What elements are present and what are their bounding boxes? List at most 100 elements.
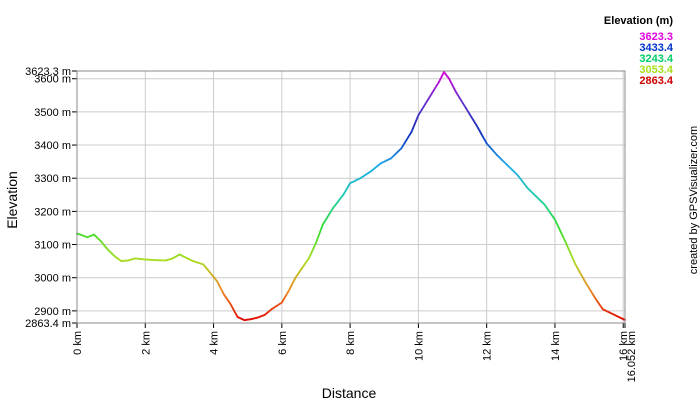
x-tick-label: 4 km [209, 331, 221, 355]
x-tick-label: 8 km [345, 331, 357, 355]
data-point [526, 187, 529, 190]
x-tick-label: 2 km [140, 331, 152, 355]
data-point [127, 259, 130, 262]
data-point [192, 260, 194, 263]
data-point [308, 256, 311, 259]
data-point [321, 223, 324, 226]
y-tick-label: 3623.3 m [25, 66, 71, 78]
data-point [564, 240, 567, 243]
data-point [342, 193, 345, 196]
data-point [601, 308, 604, 311]
data-point [506, 164, 509, 166]
data-point [315, 241, 317, 244]
y-tick-label: 3600 m [34, 74, 71, 86]
x-tick-label: 14 km [550, 331, 562, 361]
legend-entry: 3433.4 [639, 42, 674, 54]
data-point [294, 276, 297, 279]
legend-entry: 2863.4 [639, 75, 674, 87]
data-point [257, 316, 259, 319]
x-tick-label: 16 km [618, 331, 630, 361]
data-point [465, 107, 468, 110]
data-point [154, 259, 157, 262]
x-axis-ticks: 0 km 2 km 4 km 6 km 8 km 10 km 12 km 14 km 16 km… [72, 323, 638, 382]
data-point [390, 157, 392, 160]
data-point [134, 257, 136, 260]
data-point [485, 142, 488, 145]
y-tick-label: 2900 m [34, 306, 71, 318]
y-axis-title: Elevation [4, 171, 20, 229]
data-point [113, 255, 116, 258]
data-point [427, 97, 430, 100]
y-tick-label: 2863.4 m [25, 318, 71, 330]
data-point [93, 233, 95, 236]
data-point [536, 197, 539, 200]
data-point [171, 257, 174, 260]
legend: Elevation (m) 3623.33433.43243.43053.428… [604, 15, 674, 87]
y-tick-label: 3400 m [34, 140, 71, 152]
data-point [99, 240, 102, 243]
data-point [369, 170, 372, 173]
data-point [437, 81, 440, 83]
legend-title: Elevation (m) [604, 15, 673, 27]
data-point [608, 311, 611, 314]
data-point [543, 203, 546, 206]
data-point [301, 266, 304, 269]
data-point [448, 77, 451, 80]
data-point [455, 91, 457, 93]
legend-entry: 3243.4 [639, 53, 674, 65]
data-point [86, 236, 89, 239]
data-point [554, 218, 556, 221]
data-point [584, 281, 587, 284]
data-point [243, 319, 246, 322]
y-tick-label: 3000 m [34, 273, 71, 285]
data-point [287, 290, 290, 292]
data-point [229, 303, 232, 306]
data-point [417, 114, 420, 117]
data-point [79, 233, 82, 236]
data-point [144, 258, 147, 261]
data-point [443, 71, 445, 73]
data-point [475, 124, 478, 127]
data-point [615, 314, 618, 317]
credit-text: created by GPSVisualizer.com [688, 126, 700, 274]
y-tick-label: 3500 m [34, 107, 71, 119]
x-tick-label: 0 km [72, 331, 84, 355]
data-point [222, 293, 225, 296]
data-point [106, 248, 109, 251]
data-point [164, 259, 167, 262]
data-point [216, 280, 218, 282]
data-point [270, 308, 273, 311]
data-point [202, 263, 205, 266]
data-point [496, 154, 498, 156]
data-point [574, 263, 577, 266]
y-tick-label: 3200 m [34, 206, 71, 218]
plot-frame [76, 70, 626, 324]
data-point [622, 318, 625, 321]
y-tick-label: 3100 m [34, 240, 71, 252]
x-tick-label: 16.052 km [626, 331, 638, 382]
x-tick-label: 10 km [413, 331, 425, 361]
x-axis-title: Distance [322, 385, 377, 400]
data-point [359, 177, 362, 180]
data-point [178, 253, 181, 256]
data-point [250, 318, 253, 321]
legend-entry: 3623.3 [639, 31, 673, 43]
data-point [379, 162, 382, 165]
data-point [332, 207, 334, 209]
data-point [595, 298, 597, 301]
elevation-line [76, 71, 626, 322]
data-point [516, 173, 519, 176]
data-point [280, 301, 283, 304]
data-point [209, 271, 212, 274]
legend-entry: 3053.4 [639, 64, 674, 76]
plot-area [77, 71, 625, 323]
data-point [410, 130, 413, 133]
data-point [120, 260, 123, 263]
data-point [349, 182, 352, 185]
x-tick-label: 6 km [277, 331, 289, 355]
data-point [185, 256, 188, 259]
data-point [400, 147, 403, 150]
y-tick-label: 3300 m [34, 173, 71, 185]
